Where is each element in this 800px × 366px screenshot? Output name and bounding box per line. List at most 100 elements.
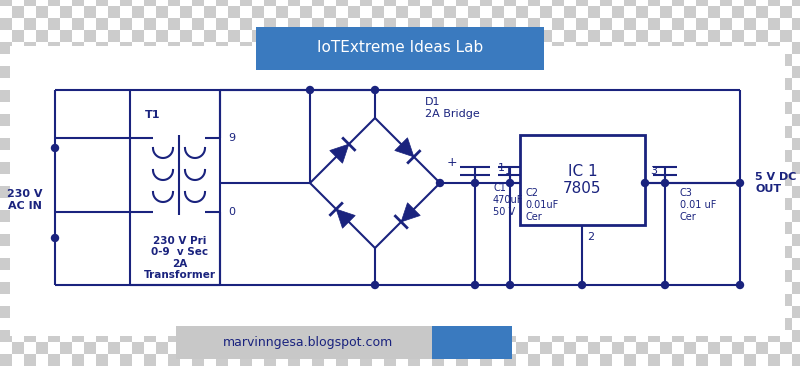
Bar	[432, 42, 444, 54]
Bar	[684, 210, 696, 222]
Bar	[264, 354, 276, 366]
Bar	[72, 210, 84, 222]
Bar	[480, 42, 492, 54]
Bar	[276, 318, 288, 330]
Bar	[612, 18, 624, 30]
Bar	[444, 162, 456, 174]
Bar	[468, 162, 480, 174]
Bar	[360, 354, 372, 366]
Bar	[120, 342, 132, 354]
Bar	[492, 174, 504, 186]
Bar	[624, 210, 636, 222]
Bar	[456, 318, 468, 330]
Bar	[540, 342, 552, 354]
Bar	[408, 18, 420, 30]
Bar	[96, 330, 108, 342]
Bar	[84, 6, 96, 18]
Bar	[252, 186, 264, 198]
Bar	[576, 258, 588, 270]
Bar	[144, 222, 156, 234]
Bar	[504, 66, 516, 78]
Bar	[276, 54, 288, 66]
Bar	[600, 306, 612, 318]
Bar	[204, 30, 216, 42]
Bar	[732, 294, 744, 306]
Bar	[12, 66, 24, 78]
Bar	[84, 126, 96, 138]
Bar	[588, 126, 600, 138]
Bar	[492, 210, 504, 222]
Bar	[528, 174, 540, 186]
Bar	[588, 330, 600, 342]
Bar	[756, 354, 768, 366]
Bar	[420, 186, 432, 198]
Bar	[72, 150, 84, 162]
Bar	[660, 138, 672, 150]
Text: C2
0.01uF
Cer: C2 0.01uF Cer	[525, 188, 558, 221]
Bar	[660, 30, 672, 42]
Bar	[492, 342, 504, 354]
Bar	[228, 222, 240, 234]
Bar	[744, 0, 756, 6]
Bar	[360, 162, 372, 174]
Bar	[12, 54, 24, 66]
Bar	[408, 282, 420, 294]
Bar	[252, 234, 264, 246]
Bar	[48, 174, 60, 186]
Bar	[132, 90, 144, 102]
Bar	[0, 54, 12, 66]
Bar	[636, 330, 648, 342]
Bar	[520, 135, 645, 225]
Bar	[636, 186, 648, 198]
Bar	[108, 294, 120, 306]
Bar	[684, 234, 696, 246]
Bar	[12, 114, 24, 126]
Bar	[204, 306, 216, 318]
Bar	[348, 42, 360, 54]
Bar	[744, 294, 756, 306]
Bar	[168, 90, 180, 102]
Bar	[672, 6, 684, 18]
Bar	[780, 150, 792, 162]
Bar	[84, 342, 96, 354]
Bar	[744, 66, 756, 78]
Bar	[588, 354, 600, 366]
Bar	[300, 30, 312, 42]
Bar	[792, 198, 800, 210]
Bar	[228, 270, 240, 282]
Bar	[744, 78, 756, 90]
Bar	[780, 342, 792, 354]
Bar	[732, 354, 744, 366]
Bar	[132, 222, 144, 234]
Bar	[0, 294, 12, 306]
Bar	[576, 66, 588, 78]
Bar	[360, 186, 372, 198]
Bar	[144, 54, 156, 66]
Bar	[156, 54, 168, 66]
Bar	[36, 126, 48, 138]
Bar	[144, 270, 156, 282]
Bar	[192, 90, 204, 102]
Bar	[552, 150, 564, 162]
Bar	[60, 102, 72, 114]
Bar	[504, 234, 516, 246]
Bar	[576, 30, 588, 42]
Bar	[504, 114, 516, 126]
Bar	[228, 54, 240, 66]
Bar	[612, 270, 624, 282]
Bar	[624, 306, 636, 318]
Bar	[780, 234, 792, 246]
Bar	[756, 150, 768, 162]
Bar	[660, 234, 672, 246]
Bar	[180, 258, 192, 270]
Bar	[0, 18, 12, 30]
Bar	[588, 6, 600, 18]
Bar	[420, 150, 432, 162]
Bar	[240, 78, 252, 90]
Bar	[672, 138, 684, 150]
Bar	[504, 54, 516, 66]
Bar	[576, 342, 588, 354]
Bar	[468, 246, 480, 258]
Bar	[156, 354, 168, 366]
Bar	[684, 42, 696, 54]
